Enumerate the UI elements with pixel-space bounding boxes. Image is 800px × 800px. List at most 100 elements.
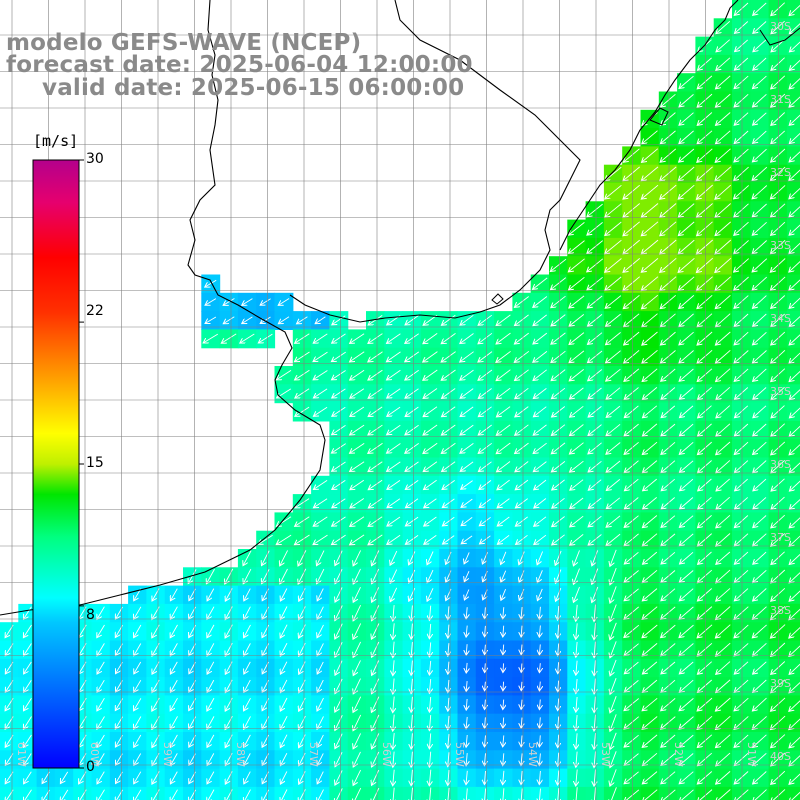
wind-speed-cell [695,786,715,800]
wind-vector [771,2,786,16]
wind-speed-cell [146,786,166,800]
colorbar-units: [m/s] [33,132,79,150]
latitude-label: 38S [770,604,791,617]
wind-speed-cell [786,622,800,642]
wind-speed-cell [219,786,239,800]
wind-vector [789,78,800,89]
latitude-label: 35S [770,385,791,398]
wind-vector [697,166,713,181]
wind-vector [789,4,800,16]
colorbar-tick-label: 8 [86,607,95,623]
wind-vector [771,112,786,126]
wind-speed-cell [786,420,800,440]
longitude-label: 54W [526,742,539,767]
wind-vector [753,21,767,34]
wind-speed-cell [786,640,800,660]
wind-speed-cell [786,256,800,276]
wind-vector [715,166,732,181]
latitude-label: 34S [770,312,791,325]
wind-vector [697,130,713,144]
wind-vector [771,148,786,162]
longitude-label: 55W [453,742,466,767]
wind-vector [789,151,800,162]
wind-vector [753,93,767,107]
colorbar-tick-label: 0 [86,759,95,775]
wind-vector [771,93,786,107]
wind-speed-cell [109,786,129,800]
wind-vector [789,41,800,52]
wind-speed-cell [786,475,800,495]
wind-vector [623,166,640,181]
wind-speed-cell [786,439,800,459]
longitude-label: 61W [15,742,28,767]
title-valid-date: valid date: 2025-06-15 06:00:00 [42,75,465,101]
wind-vector [623,184,640,199]
longitude-label: 52W [672,742,685,767]
latitude-label: 36S [770,458,791,471]
wind-speed-cell [292,786,312,800]
wind-speed-cell [786,494,800,513]
wind-vector [771,39,785,52]
wind-speed-cell [274,786,294,800]
wind-vector [679,148,695,162]
wind-vector [771,130,786,144]
colorbar [32,159,80,769]
longitude-label: 58W [234,742,247,767]
wind-speed-cell [786,786,800,800]
wind-speed-cell [732,786,751,800]
wind-speed-cell [786,128,800,147]
wind-speed-cell [201,786,221,800]
wind-speed-cell [786,0,800,19]
wind-speed-cell [786,109,800,129]
wind-vector [753,39,767,52]
wind-vector [789,169,800,181]
wind-speed-cell [713,786,733,800]
wind-speed-cell [786,146,800,166]
wind-vector [715,93,731,107]
wind-vector [660,130,676,144]
wind-vector [734,57,749,70]
wind-speed-cell [640,786,660,800]
wind-vector [679,130,694,144]
wind-speed-cell [786,768,800,788]
wind-vector [752,148,767,162]
longitude-label: 51W [745,742,758,767]
wind-speed-cell [786,329,800,349]
longitude-label: 53W [599,742,612,767]
wind-vector [771,75,786,89]
wind-vector [734,148,749,162]
wind-speed-cell [603,786,623,800]
wind-vector [605,184,622,199]
wind-vector [641,166,659,181]
longitude-label: 57W [307,742,320,767]
wind-speed-cell [54,786,74,800]
wind-vector [697,75,713,89]
wind-vector [679,112,694,126]
latitude-label: 33S [770,239,791,252]
wind-vector [679,75,694,88]
wind-speed-cell [329,786,349,800]
wind-vector [642,130,658,144]
wind-speed-cell [786,549,800,568]
wind-vector [789,59,800,71]
colorbar-tick-label: 15 [86,455,104,471]
wind-speed-cell [786,713,800,733]
wind-vector [697,112,713,126]
wind-vector [753,112,767,125]
wind-vector [753,130,767,143]
wind-speed-cell [786,183,800,202]
wind-vector [716,57,731,71]
coast-detail [491,293,504,305]
wind-speed-cell [347,786,367,800]
wind-speed-cell [128,786,147,800]
wind-vector [716,130,731,144]
wind-speed-cell [786,585,800,605]
wind-vector [734,75,749,89]
wind-vector [770,166,786,181]
longitude-label: 56W [380,742,393,767]
latitude-label: 30S [770,20,791,33]
wind-speed-cell [786,219,800,239]
wind-speed-cell [786,73,800,93]
wind-vector [697,93,713,107]
